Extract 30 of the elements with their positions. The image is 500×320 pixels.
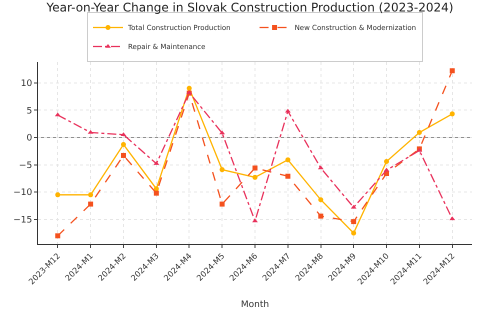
point (220, 202, 225, 207)
y-tick-label: −10 (13, 188, 32, 198)
point (318, 197, 324, 202)
point (285, 157, 290, 162)
point (55, 233, 60, 238)
y-tick-label: 5 (26, 106, 32, 116)
y-tick-label: 0 (26, 134, 32, 144)
y-tick-label: 10 (20, 78, 32, 89)
point (285, 174, 290, 179)
point (120, 142, 126, 148)
y-tick-label: −15 (13, 216, 32, 226)
point (88, 202, 94, 207)
point (252, 166, 258, 171)
y-tick-label: −5 (18, 160, 32, 171)
point (384, 158, 390, 164)
x-axis-title: Month (240, 300, 270, 310)
point (416, 130, 422, 135)
point (154, 190, 159, 196)
point (318, 214, 324, 219)
point (120, 152, 126, 158)
point (186, 86, 192, 91)
point (450, 111, 455, 116)
point (252, 174, 258, 180)
point (220, 167, 225, 172)
point (351, 230, 356, 236)
point (351, 219, 356, 224)
point (450, 68, 455, 74)
chart-title: Year-on-Year Change in Slovak Construction Production (2023-2024) (46, 0, 454, 15)
point (55, 192, 60, 198)
point (88, 192, 94, 198)
